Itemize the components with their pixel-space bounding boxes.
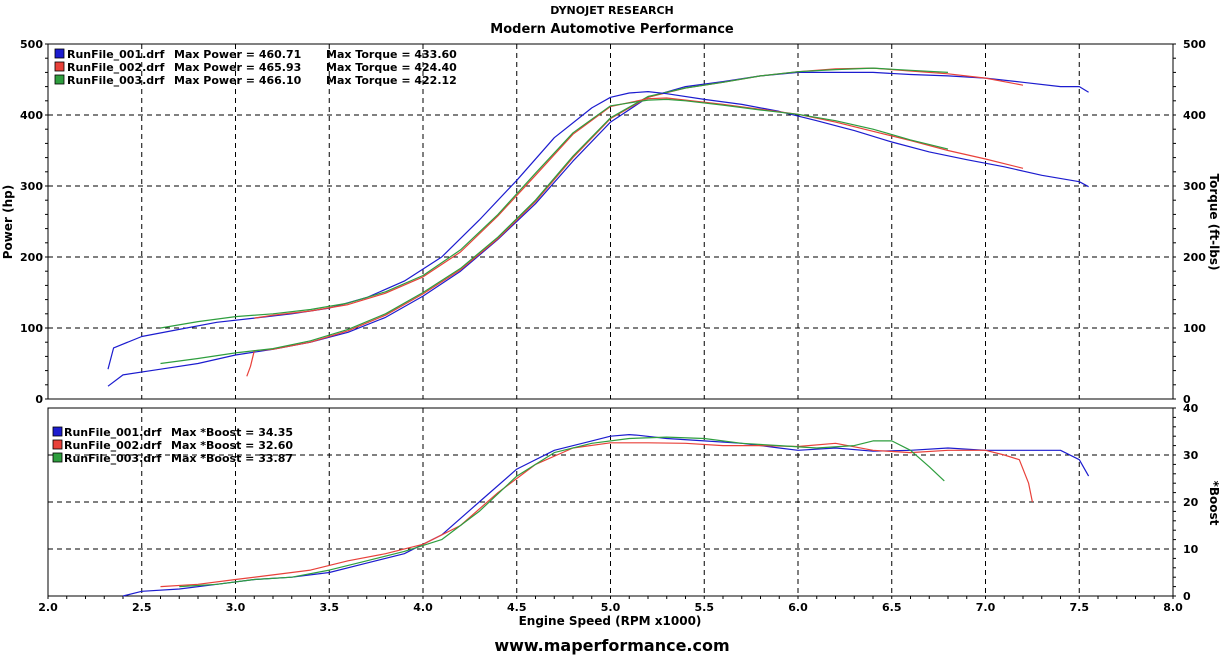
- power-y-tick-label: 200: [20, 251, 43, 264]
- x-tick-label: 7.0: [976, 601, 996, 614]
- power-legend-swatch: [54, 48, 65, 59]
- series-lines: [107, 67, 1090, 597]
- torque-y-tick-label: 300: [1183, 180, 1206, 193]
- x-tick-label: 3.5: [320, 601, 340, 614]
- x-tick-label: 3.0: [226, 601, 246, 614]
- power-y-tick-label: 300: [20, 180, 43, 193]
- boost-legend-swatch: [52, 452, 63, 463]
- boost-legend-max-boost: Max *Boost = 32.60: [171, 439, 293, 452]
- power-legend-run-name: RunFile_001.drf: [67, 48, 165, 61]
- x-tick-label: 8.0: [1163, 601, 1183, 614]
- grid-lines: [48, 44, 1173, 596]
- series-line-runfile-003-drf-torque: [160, 98, 949, 329]
- x-tick-label: 4.5: [507, 601, 527, 614]
- power-legend-swatch: [54, 61, 65, 72]
- series-line-runfile-002-drf-boost: [160, 442, 1033, 588]
- boost-legend-run-name: RunFile_002.drf: [64, 439, 162, 452]
- power-y-tick-label: 500: [20, 38, 43, 51]
- torque-y-tick-label: 100: [1183, 322, 1206, 335]
- y2-axis-label: Torque (ft-lbs): [1207, 174, 1221, 271]
- power-y-tick-label: 100: [20, 322, 43, 335]
- power-plot-area: [47, 43, 1174, 400]
- boost-y-tick-label: 30: [1183, 449, 1199, 462]
- boost-legend-run-name: RunFile_001.drf: [64, 426, 162, 439]
- boost-legend-run-name: RunFile_003.drf: [64, 452, 162, 465]
- boost-y-tick-label: 10: [1183, 543, 1199, 556]
- boost-y-tick-label: 20: [1183, 496, 1199, 509]
- power-legend-max-torque: Max Torque = 433.60: [326, 48, 457, 61]
- boost-y-tick-label: 0: [1183, 590, 1191, 603]
- torque-y-tick-label: 200: [1183, 251, 1206, 264]
- x-axis-label: Engine Speed (RPM x1000): [519, 614, 702, 628]
- power-y-tick-label: 400: [20, 109, 43, 122]
- power-legend-max-power: Max Power = 465.93: [174, 61, 301, 74]
- power-legend-run-name: RunFile_003.drf: [67, 74, 165, 87]
- power-legend-max-torque: Max Torque = 424.40: [326, 61, 457, 74]
- torque-y-tick-label: 500: [1183, 38, 1206, 51]
- x-tick-label: 5.5: [695, 601, 715, 614]
- power-legend-max-power: Max Power = 460.71: [174, 48, 301, 61]
- axis-ticks: 2.0 2.5 3.0 3.5 4.0 4.5 5.0 5.5 6.0 6.5 7.0 7.5 8.00…: [20, 38, 1206, 614]
- series-line-runfile-003-drf-power: [160, 67, 949, 365]
- power-legend-swatch: [54, 74, 65, 85]
- boost-axis-label: *Boost: [1207, 481, 1221, 526]
- boost-legend-max-boost: Max *Boost = 33.87: [171, 452, 293, 465]
- website-footer: www.maperformance.com: [494, 636, 729, 655]
- power-y-tick-label: 0: [35, 393, 43, 406]
- series-line-runfile-001-drf-power: [107, 71, 1089, 387]
- chart-title: Modern Automotive Performance: [490, 22, 734, 37]
- y-axis-label: Power (hp): [1, 185, 15, 259]
- boost-legend-swatch: [52, 426, 63, 437]
- series-line-runfile-002-drf-torque: [254, 97, 1024, 319]
- x-tick-label: 6.5: [882, 601, 902, 614]
- power-legend-max-power: Max Power = 466.10: [174, 74, 302, 87]
- boost-legend-max-boost: Max *Boost = 34.35: [171, 426, 293, 439]
- x-tick-label: 5.0: [601, 601, 621, 614]
- x-tick-label: 6.0: [788, 601, 808, 614]
- company-name: DYNOJET RESEARCH: [550, 4, 673, 17]
- boost-legend-swatch: [52, 439, 63, 450]
- x-tick-label: 2.0: [38, 601, 58, 614]
- torque-y-tick-label: 0: [1183, 393, 1191, 406]
- x-tick-label: 2.5: [132, 601, 152, 614]
- series-line-runfile-003-drf-boost: [179, 436, 945, 588]
- power-legend-run-name: RunFile_002.drf: [67, 61, 165, 74]
- legends: RunFile_001.drf Max Power = 460.71 Max Tor…: [52, 48, 457, 465]
- x-tick-label: 7.5: [1070, 601, 1090, 614]
- power-legend-max-torque: Max Torque = 422.12: [326, 74, 457, 87]
- x-tick-label: 4.0: [413, 601, 433, 614]
- torque-y-tick-label: 400: [1183, 109, 1206, 122]
- boost-y-tick-label: 40: [1183, 402, 1199, 415]
